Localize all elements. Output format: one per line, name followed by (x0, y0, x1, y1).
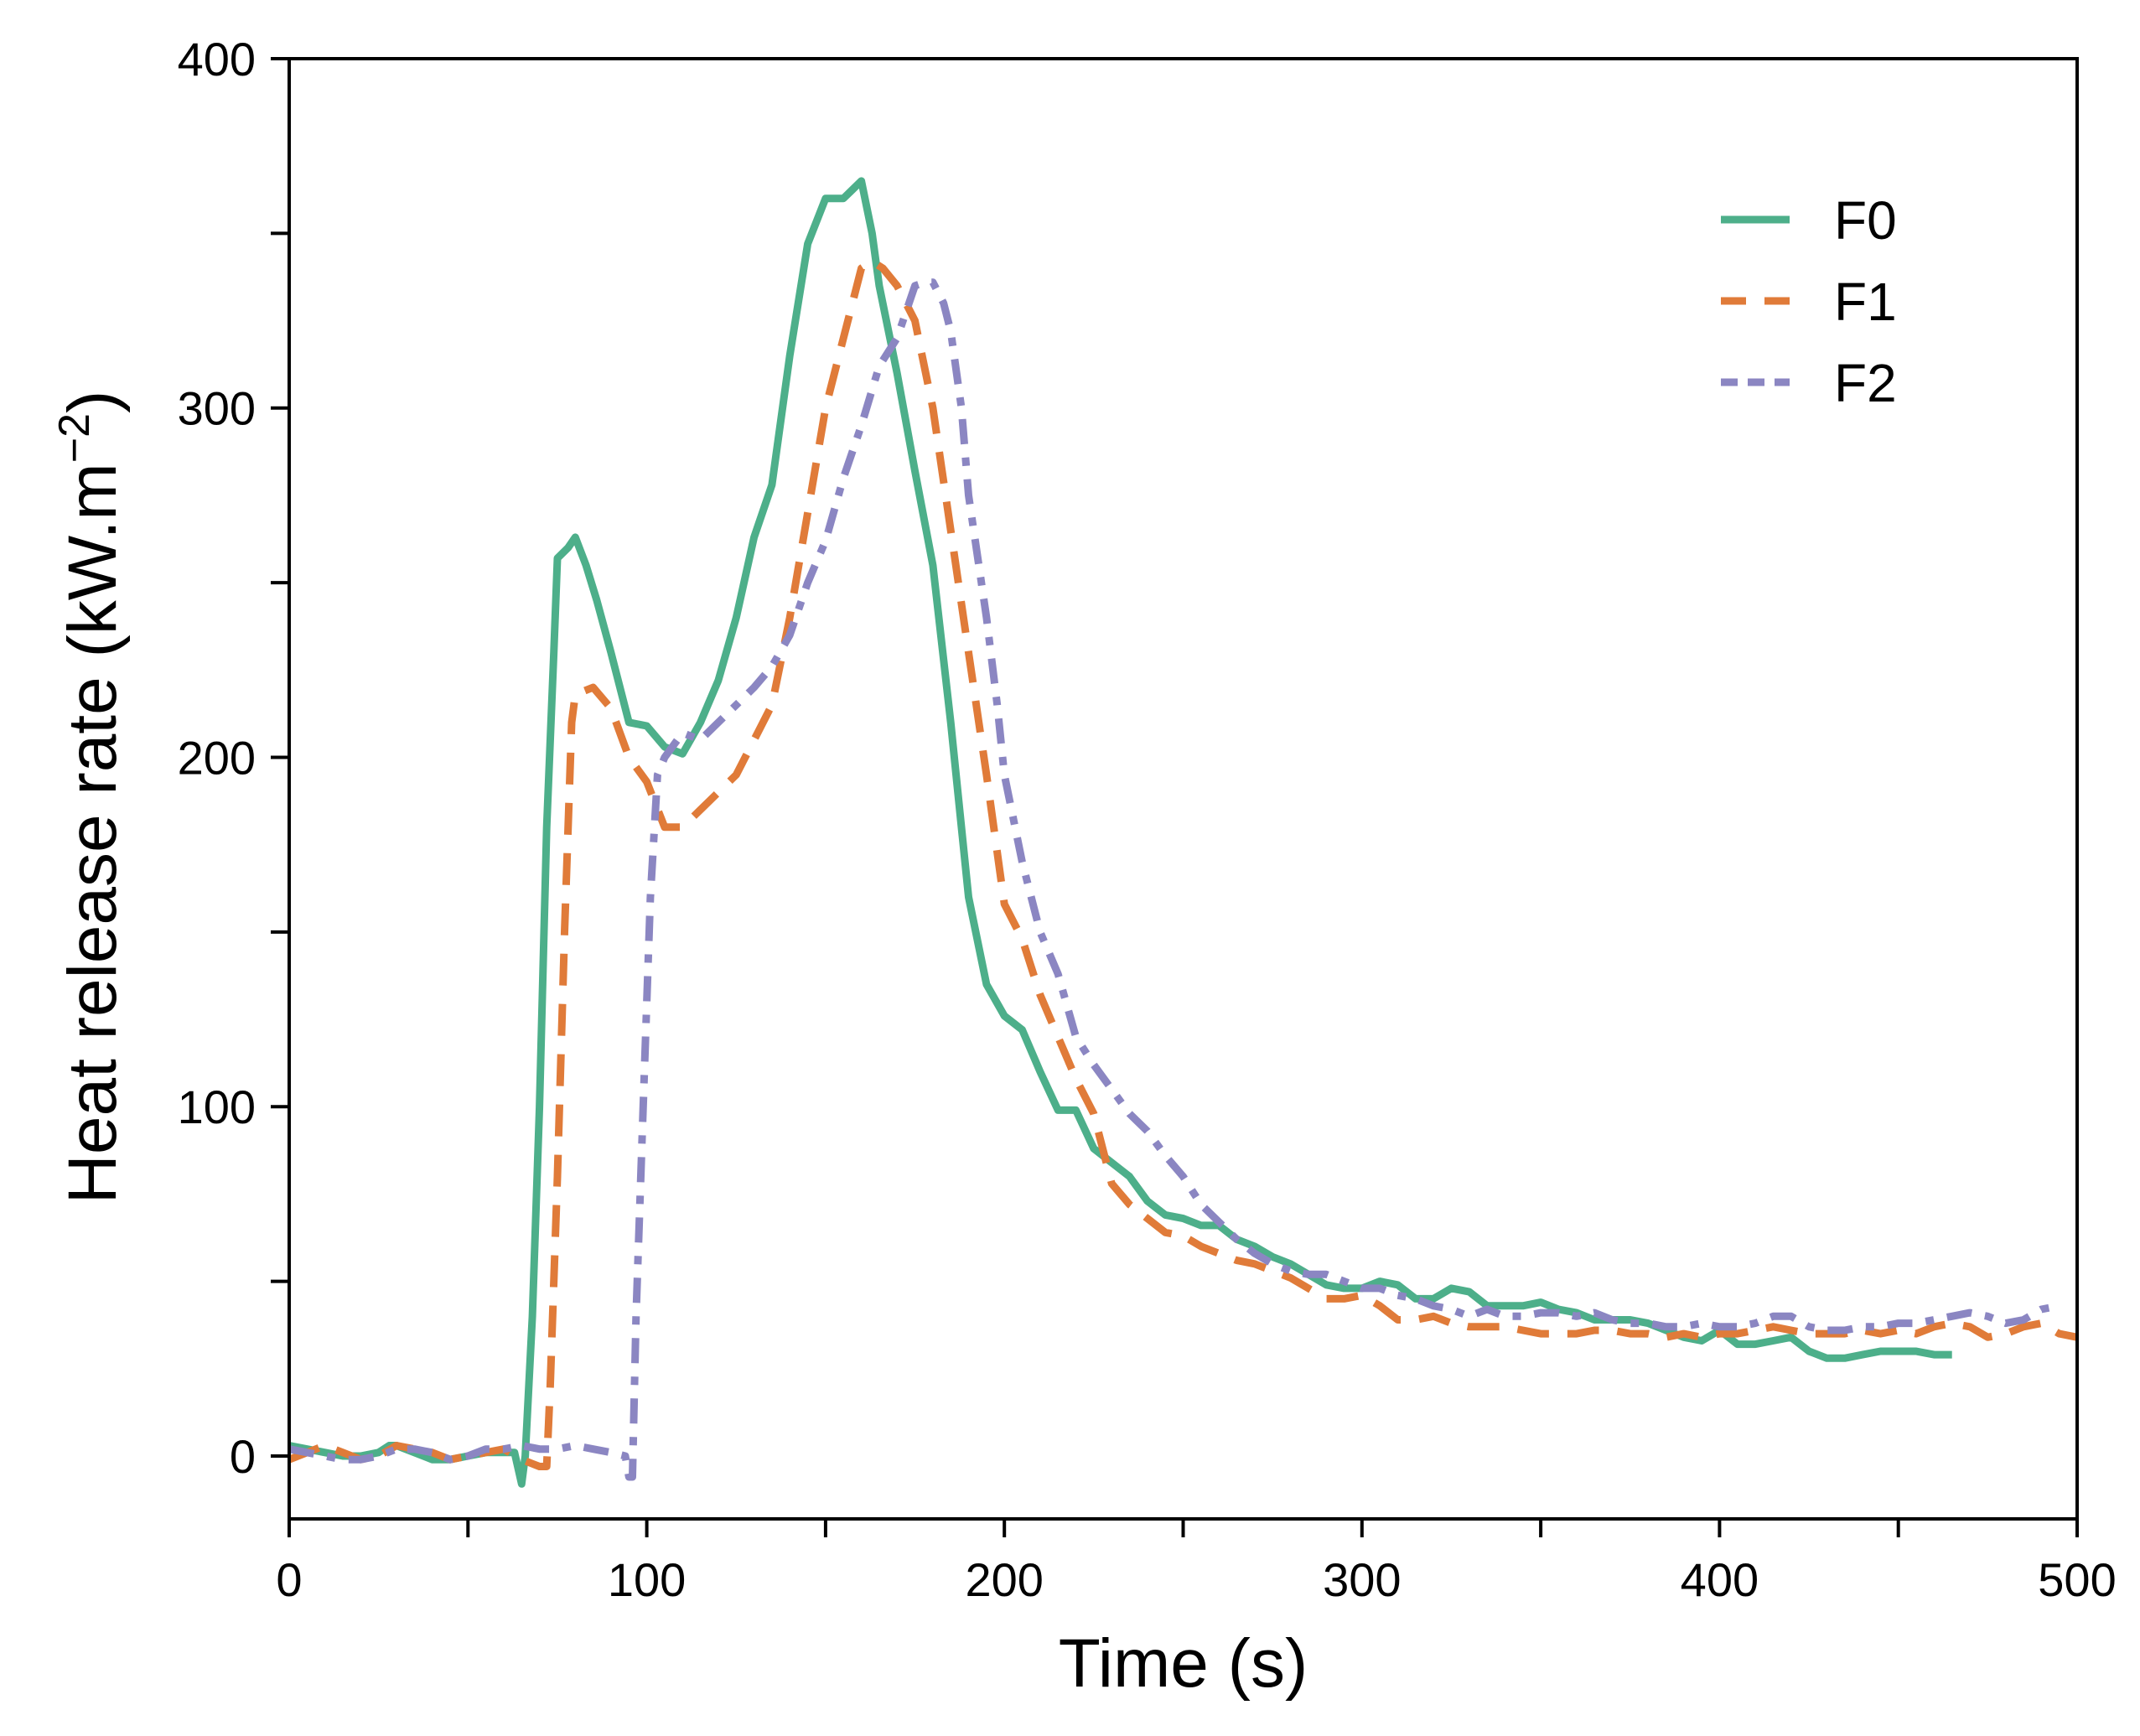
series-layer (288, 177, 2078, 1488)
x-tick-label: 100 (608, 1553, 686, 1606)
series-line-f0 (288, 177, 1952, 1488)
y-tick-label: 200 (178, 731, 256, 784)
series-line-f1 (288, 257, 2078, 1470)
x-tick-label: 200 (965, 1553, 1043, 1606)
y-tick-label: 100 (178, 1080, 256, 1133)
y-tick-label: 0 (230, 1430, 256, 1483)
x-tick-label: 500 (2038, 1553, 2116, 1606)
legend-label-f2: F2 (1834, 353, 1897, 413)
x-tick-label: 300 (1323, 1553, 1401, 1606)
y-axis-title-main: Heat release rate (kW.m (54, 463, 131, 1204)
ticks-layer: 0 100 200 300 400 500 0 100 200 300 400 (178, 33, 2117, 1606)
legend-label-f1: F1 (1834, 272, 1897, 332)
legend-label-f0: F0 (1834, 190, 1897, 251)
x-tick-label: 400 (1681, 1553, 1759, 1606)
y-axis-title-superscript: −2 (50, 413, 99, 463)
x-tick-label: 0 (276, 1553, 302, 1606)
x-axis-title: Time (s) (1059, 1625, 1308, 1702)
y-axis-title-close: ) (54, 391, 131, 413)
y-tick-label: 400 (178, 33, 256, 86)
y-axis-title: Heat release rate (kW.m−2) (50, 391, 131, 1205)
legend: F0 F1 F2 (1721, 190, 1897, 413)
y-tick-label: 300 (178, 382, 256, 435)
